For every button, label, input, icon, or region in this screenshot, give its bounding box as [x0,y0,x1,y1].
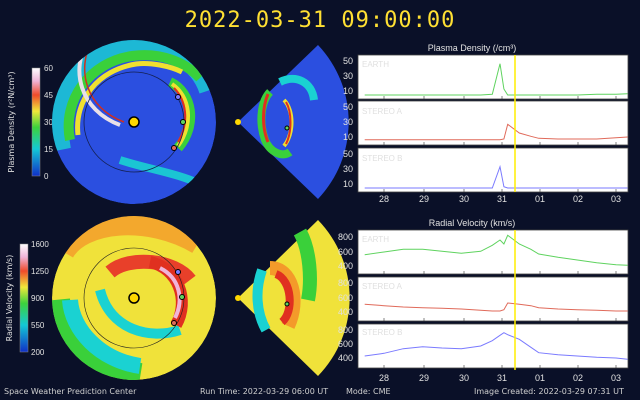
velocity-colorbar-label: Radial Velocity (km/s) [5,255,14,342]
velocity-tick: 1250 [31,267,49,276]
density-tick: 30 [44,118,53,127]
x-tick-label: 29 [419,194,429,204]
row-label-stereo-b-density: STEREO B [362,154,402,163]
y-tick: 10 [343,132,353,142]
y-tick: 50 [343,102,353,112]
y-tick: 800 [338,278,353,288]
row-label-earth-velocity: EARTH [362,235,389,244]
x-tick-label: 31 [497,373,507,383]
x-tick-label: 01 [535,373,545,383]
footer-run-time: Run Time: 2022-03-29 06:00 UT [200,387,329,396]
y-tick: 30 [343,164,353,174]
x-tick-label: 02 [573,373,583,383]
velocity-tick: 200 [31,348,45,357]
y-tick: 400 [338,307,353,317]
density-tick: 60 [44,64,53,73]
x-tick-label: 31 [497,194,507,204]
density-tick: 15 [44,145,53,154]
x-tick-label: 28 [379,194,389,204]
velocity-tick: 900 [31,294,45,303]
density-tick: 45 [44,91,53,100]
y-tick: 600 [338,247,353,257]
y-tick: 800 [338,325,353,335]
y-tick: 10 [343,179,353,189]
x-tick-label: 28 [379,373,389,383]
x-tick-label: 29 [419,373,429,383]
footer-org: Space Weather Prediction Center [4,387,137,396]
series-line-earth [364,234,628,266]
datetime-title: 2022-03-31 09:00:00 [184,8,456,33]
y-tick: 30 [343,117,353,127]
density-panel-title: Plasma Density (/cm³) [428,43,517,53]
y-tick: 50 [343,56,353,66]
y-tick: 400 [338,353,353,363]
density-meridional-plot [235,45,349,199]
series-line-stereo-a [364,123,628,141]
density-colorbar-label: Plasma Density (r²N/cm³) [7,71,16,172]
velocity-ecliptic-plot [52,216,216,380]
x-axis: 28 29 30 31 01 02 03 28 29 30 31 01 02 0… [379,194,621,383]
plot-frame [357,229,629,275]
velocity-tick: 1600 [31,240,49,249]
y-tick: 600 [338,339,353,349]
row-label-earth-density: EARTH [362,60,389,69]
velocity-colorbar: Radial Velocity (km/s) 1600 1250 900 550… [5,240,49,357]
y-tick: 50 [343,149,353,159]
x-tick-label: 30 [459,373,469,383]
plot-frame [357,323,629,369]
y-tick: 10 [343,86,353,96]
row-label-stereo-a-density: STEREO A [362,107,403,116]
x-tick-label: 01 [535,194,545,204]
velocity-panel-title: Radial Velocity (km/s) [429,218,516,228]
density-ecliptic-plot [52,40,216,204]
plot-frame [357,100,629,146]
row-label-stereo-b-velocity: STEREO B [362,328,402,337]
y-tick: 600 [338,293,353,303]
series-line-stereo-b [364,332,628,360]
velocity-meridional-plot [235,220,350,376]
series-line-stereo-a [364,302,628,312]
y-tick: 30 [343,71,353,81]
footer-mode: Mode: CME [346,387,391,396]
x-tick-label: 03 [611,373,621,383]
row-label-stereo-a-velocity: STEREO A [362,282,403,291]
y-tick: 800 [338,232,353,242]
footer-created: Image Created: 2022-03-29 07:31 UT [474,387,624,396]
timeseries-panels [357,54,629,369]
plot-frame [357,276,629,322]
series-line-earth [364,63,628,96]
series-line-stereo-b [364,164,628,189]
density-tick: 0 [44,172,49,181]
x-tick-label: 02 [573,194,583,204]
y-tick: 400 [338,261,353,271]
density-colorbar: Plasma Density (r²N/cm³) 60 45 30 15 0 [7,64,53,181]
x-tick-label: 30 [459,194,469,204]
velocity-tick: 550 [31,321,45,330]
x-tick-label: 03 [611,194,621,204]
